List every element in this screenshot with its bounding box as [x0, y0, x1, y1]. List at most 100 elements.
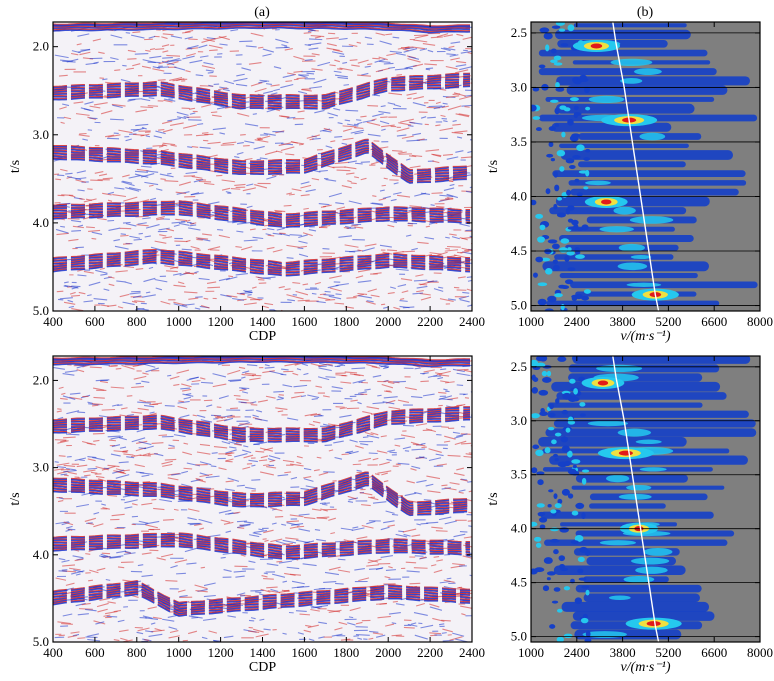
noise-event: [97, 217, 107, 221]
noise-event: [89, 366, 102, 369]
noise-event: [77, 48, 91, 53]
speckle: [564, 279, 574, 285]
noise-event: [409, 165, 421, 169]
noise-event: [455, 64, 467, 67]
energy-blob: [623, 576, 655, 583]
noise-event: [273, 390, 284, 393]
noise-event: [354, 226, 364, 229]
energy-streak: [559, 143, 689, 148]
noise-event: [220, 294, 232, 298]
noise-event: [91, 237, 97, 240]
noise-event: [152, 144, 166, 147]
noise-event: [375, 634, 386, 638]
noise-event: [217, 229, 224, 231]
speckle: [547, 239, 558, 244]
noise-event: [76, 43, 82, 46]
reflector-event: [53, 537, 470, 554]
noise-event: [262, 53, 272, 57]
speckle: [547, 503, 552, 508]
noise-event: [333, 107, 341, 111]
noise-event: [318, 363, 328, 367]
noise-event: [349, 373, 361, 377]
noise-event: [309, 86, 322, 89]
noise-event: [221, 179, 235, 183]
noise-event: [166, 172, 172, 175]
noise-event: [213, 445, 228, 449]
noise-event: [132, 63, 141, 67]
noise-event: [129, 235, 141, 239]
noise-event: [384, 576, 391, 579]
noise-event: [407, 58, 421, 63]
noise-event: [200, 566, 206, 569]
noise-event: [213, 35, 227, 40]
reflector-event: [53, 357, 471, 364]
noise-event: [346, 451, 352, 454]
speckle: [547, 426, 555, 431]
noise-event: [423, 369, 435, 373]
energy-blob: [599, 540, 636, 546]
noise-event: [246, 183, 254, 187]
noise-event: [447, 454, 461, 457]
energy-blob: [596, 364, 643, 373]
noise-event: [107, 464, 120, 468]
speckle: [560, 238, 570, 244]
y-tick-label: 2.5: [511, 25, 527, 40]
noise-event: [368, 452, 378, 455]
speckle: [567, 247, 572, 252]
noise-event: [142, 363, 156, 368]
reflector-event: [53, 472, 471, 504]
noise-event: [424, 63, 437, 66]
noise-event: [124, 281, 132, 285]
noise-event: [198, 44, 208, 49]
noise-event: [132, 133, 145, 136]
reflector-event: [53, 475, 471, 507]
noise-event: [377, 394, 382, 397]
noise-event: [148, 633, 163, 637]
noise-event: [144, 617, 159, 621]
noise-event: [173, 383, 180, 386]
noise-event: [93, 620, 106, 625]
energy-streak: [556, 392, 727, 400]
noise-event: [148, 35, 156, 39]
noise-event: [152, 616, 162, 620]
noise-event: [195, 590, 208, 593]
speckle: [574, 535, 584, 542]
noise-event: [282, 74, 295, 78]
speckle: [534, 536, 542, 542]
noise-event: [225, 530, 232, 533]
noise-event: [372, 374, 382, 378]
noise-event: [366, 121, 381, 126]
noise-event: [416, 523, 421, 526]
noise-event: [295, 290, 309, 296]
noise-event: [456, 60, 467, 64]
noise-event: [382, 401, 395, 405]
noise-event: [425, 68, 431, 71]
noise-event: [227, 369, 241, 375]
noise-event: [278, 560, 293, 564]
noise-event: [354, 131, 364, 135]
reflector-event: [53, 581, 470, 605]
noise-event: [110, 57, 119, 61]
energy-blob: [599, 226, 634, 233]
noise-event: [299, 613, 311, 616]
energy-blob: [618, 243, 646, 252]
speckle: [552, 243, 560, 250]
noise-event: [372, 632, 384, 635]
noise-event: [260, 471, 274, 476]
speckle: [567, 267, 576, 272]
noise-event: [355, 634, 370, 636]
noise-event: [266, 466, 277, 469]
noise-event: [404, 492, 417, 497]
noise-event: [415, 602, 425, 607]
velocity-pick-line: [612, 22, 660, 311]
noise-event: [307, 29, 314, 33]
noise-event: [109, 556, 121, 559]
noise-event: [405, 561, 417, 564]
noise-event: [452, 632, 465, 637]
noise-event: [447, 298, 456, 301]
noise-event: [191, 146, 199, 148]
speckle: [554, 293, 563, 298]
noise-event: [278, 115, 290, 118]
noise-event: [459, 223, 470, 227]
noise-event: [383, 396, 398, 399]
